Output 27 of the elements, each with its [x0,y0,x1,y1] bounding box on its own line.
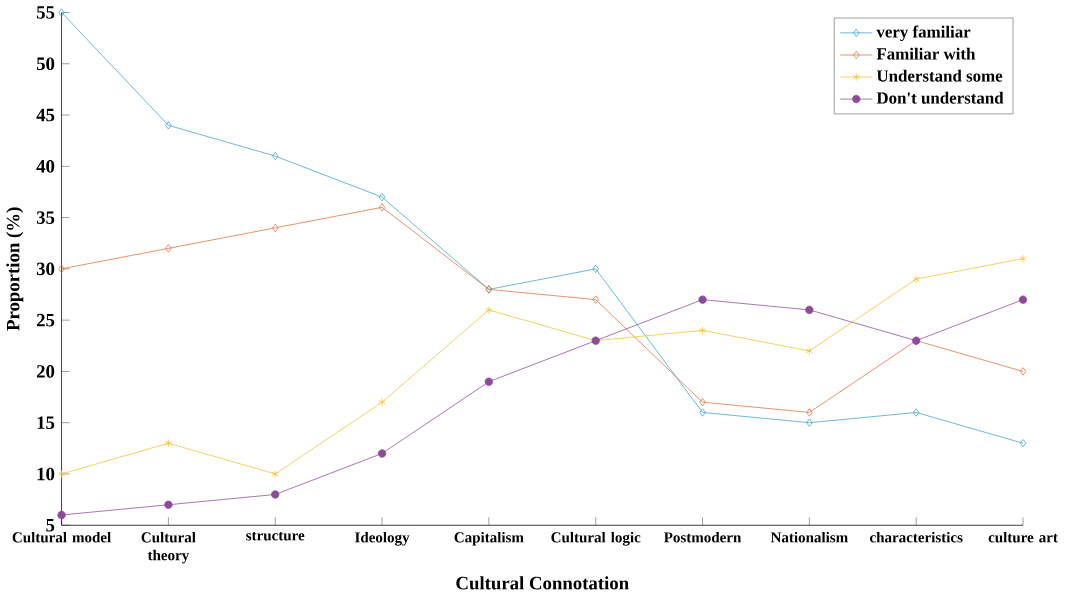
x-tick-label: Cultural model [12,531,111,543]
x-axis-title: Cultural Connotation [456,576,629,590]
y-tick-label: 5 [46,519,55,532]
y-tick-label: 25 [36,313,55,327]
x-tick-label: Postmodern [664,531,742,543]
y-tick-label: 20 [36,365,55,378]
x-tick-label: characteristics [869,531,963,543]
x-tick-label: Cultural theory [141,531,196,564]
x-tick-label: Nationalism [770,531,848,543]
x-tick-label: Capitalism [454,531,524,546]
y-tick-label: 35 [36,211,55,224]
legend-label: Don't understand [876,91,1004,104]
y-tick-label: 10 [37,467,55,481]
x-tick-label: culture art [988,531,1058,543]
y-tick-label: 45 [36,108,55,122]
y-tick-label: 15 [37,416,55,430]
x-tick-label: Ideology [355,531,410,546]
y-axis-title: Proportion (%) [6,207,24,331]
legend-label: very familiar [876,25,971,42]
y-tick-label: 55 [36,6,55,19]
y-tick-label: 30 [36,262,55,276]
legend-label: Understand some [876,69,1003,82]
x-tick-label: structure [246,532,305,541]
y-tick-label: 50 [36,57,55,71]
y-tick-label: 40 [36,160,55,173]
x-tick-label: Cultural logic [551,531,641,546]
legend-label: Familiar with [876,47,976,60]
